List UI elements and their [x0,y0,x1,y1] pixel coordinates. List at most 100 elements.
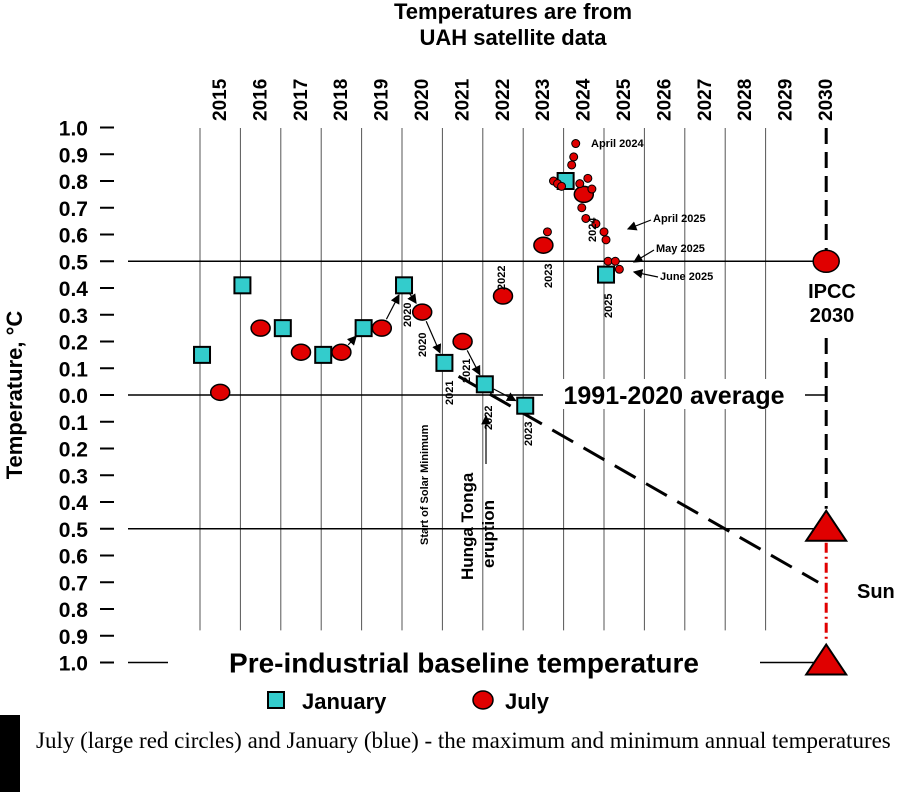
july-point [371,319,393,337]
year-annotation: 2023 [523,422,535,446]
monthly-point [610,256,620,266]
cooling-trend-line [457,374,819,584]
y-tick-label: 1.0 [59,118,88,141]
may-2025-arrow [632,249,655,263]
sun-triangle [804,642,849,676]
sun-label: Sun [857,581,895,603]
monthly-point [575,179,585,189]
x-year-label: 2025 [614,78,635,121]
legend-january-marker [267,691,285,709]
year-annotation: 2022 [496,266,508,290]
ipcc-year-label: 2030 [810,305,855,327]
y-axis-label: Temperature, °C [2,311,27,480]
y-tick-label: 0.2 [59,439,88,462]
y-tick-label: 0.3 [59,305,88,328]
y-tick-label: 0.3 [59,465,88,488]
x-year-label: 2027 [695,79,716,121]
april-2025-label: April 2025 [653,213,706,225]
january-point [314,345,333,364]
chart-title-line-2: UAH satellite data [419,25,607,50]
connector-arrow [407,293,417,304]
temperature-chart: Temperatures are from UAH satellite data… [2,0,895,714]
january-point [395,276,414,295]
y-tick-label: 0.6 [59,225,88,248]
connector-arrow [346,335,357,346]
x-year-label: 2030 [816,79,837,121]
legend-july-label: July [505,689,550,714]
y-tick-label: 0.0 [59,385,88,408]
january-point [354,319,373,338]
y-tick-label: 0.1 [59,358,89,381]
hunga-tonga-label: Hunga Tonga [458,472,477,580]
x-year-label: 2023 [533,79,554,121]
caption-bar: July (large red circles) and January (bl… [0,715,913,792]
x-year-label: 2016 [250,79,271,121]
january-point [193,345,212,364]
x-year-label: 2020 [412,79,433,121]
january-point [233,276,252,295]
monthly-point [587,184,597,194]
monthly-point [577,203,587,213]
connecting-arrows [346,293,517,402]
april-2024-label: April 2024 [591,138,644,150]
x-year-label: 2026 [654,79,675,121]
y-tick-label: 0.9 [59,144,88,167]
x-year-label: 2029 [776,79,797,121]
july-point [290,343,312,361]
sun-triangle [804,508,849,542]
x-axis-year-labels: 2015 2016 2017 2018 2019 2020 2021 2022 2023 2024… [210,78,837,121]
may-2025-label: May 2025 [656,243,705,255]
year-annotation: 2021 [444,381,456,405]
x-year-label: 2022 [493,79,514,121]
baseline-label: Pre-industrial baseline temperature [229,648,699,679]
year-annotation: 2022 [483,406,495,430]
year-annotation: 2025 [603,294,615,318]
monthly-point [557,181,567,191]
july-point [250,319,271,337]
reference-lines: 1991-2020 average Pre-industrial baseline… [128,260,825,679]
january-point [475,375,494,394]
monthly-point [583,173,593,183]
year-annotation: 2021 [461,359,473,383]
data-points [193,139,849,676]
y-tick-label: 0.7 [59,572,88,595]
connector-arrow [425,320,442,354]
y-tick-label: 0.2 [59,332,88,355]
july-point [209,383,231,402]
connector-arrow [385,294,400,320]
monthly-point [599,227,609,237]
y-tick-label: 0.1 [59,412,89,435]
year-annotation: 2023 [543,264,555,288]
monthly-point [542,227,552,237]
legend-july-marker [472,690,494,710]
ipcc-label: IPCC [808,281,856,303]
y-axis-ticks: 1.0 0.9 0.8 0.7 0.6 0.5 0.4 0.3 0.2 0.1 0.0 0.1 0.2 0… [59,118,114,676]
july-point [411,303,433,321]
monthly-point [591,219,601,229]
legend: January July [267,689,550,714]
july-point [812,249,840,273]
y-tick-label: 0.4 [59,278,89,301]
y-tick-label: 0.8 [59,171,89,194]
year-annotation: 2024 [587,217,599,242]
solar-minimum-label: Start of Solar Minimum [419,424,431,545]
caption-left-bar [0,715,20,792]
january-point [273,319,292,338]
connector-arrow [466,350,481,376]
july-point [492,287,514,305]
april-2025-arrow [626,219,652,231]
year-annotation: 2020 [402,303,414,327]
chart-title-line-1: Temperatures are from [394,0,632,24]
trend-lines [457,128,828,643]
y-tick-label: 0.8 [59,599,89,622]
y-tick-label: 0.7 [59,198,88,221]
january-point [597,265,616,284]
y-tick-label: 0.9 [59,626,88,649]
monthly-point [571,139,581,149]
monthly-point [569,152,579,162]
monthly-point [567,160,577,170]
y-tick-label: 0.5 [59,519,89,542]
legend-january-label: January [302,689,387,714]
january-point [435,353,454,372]
